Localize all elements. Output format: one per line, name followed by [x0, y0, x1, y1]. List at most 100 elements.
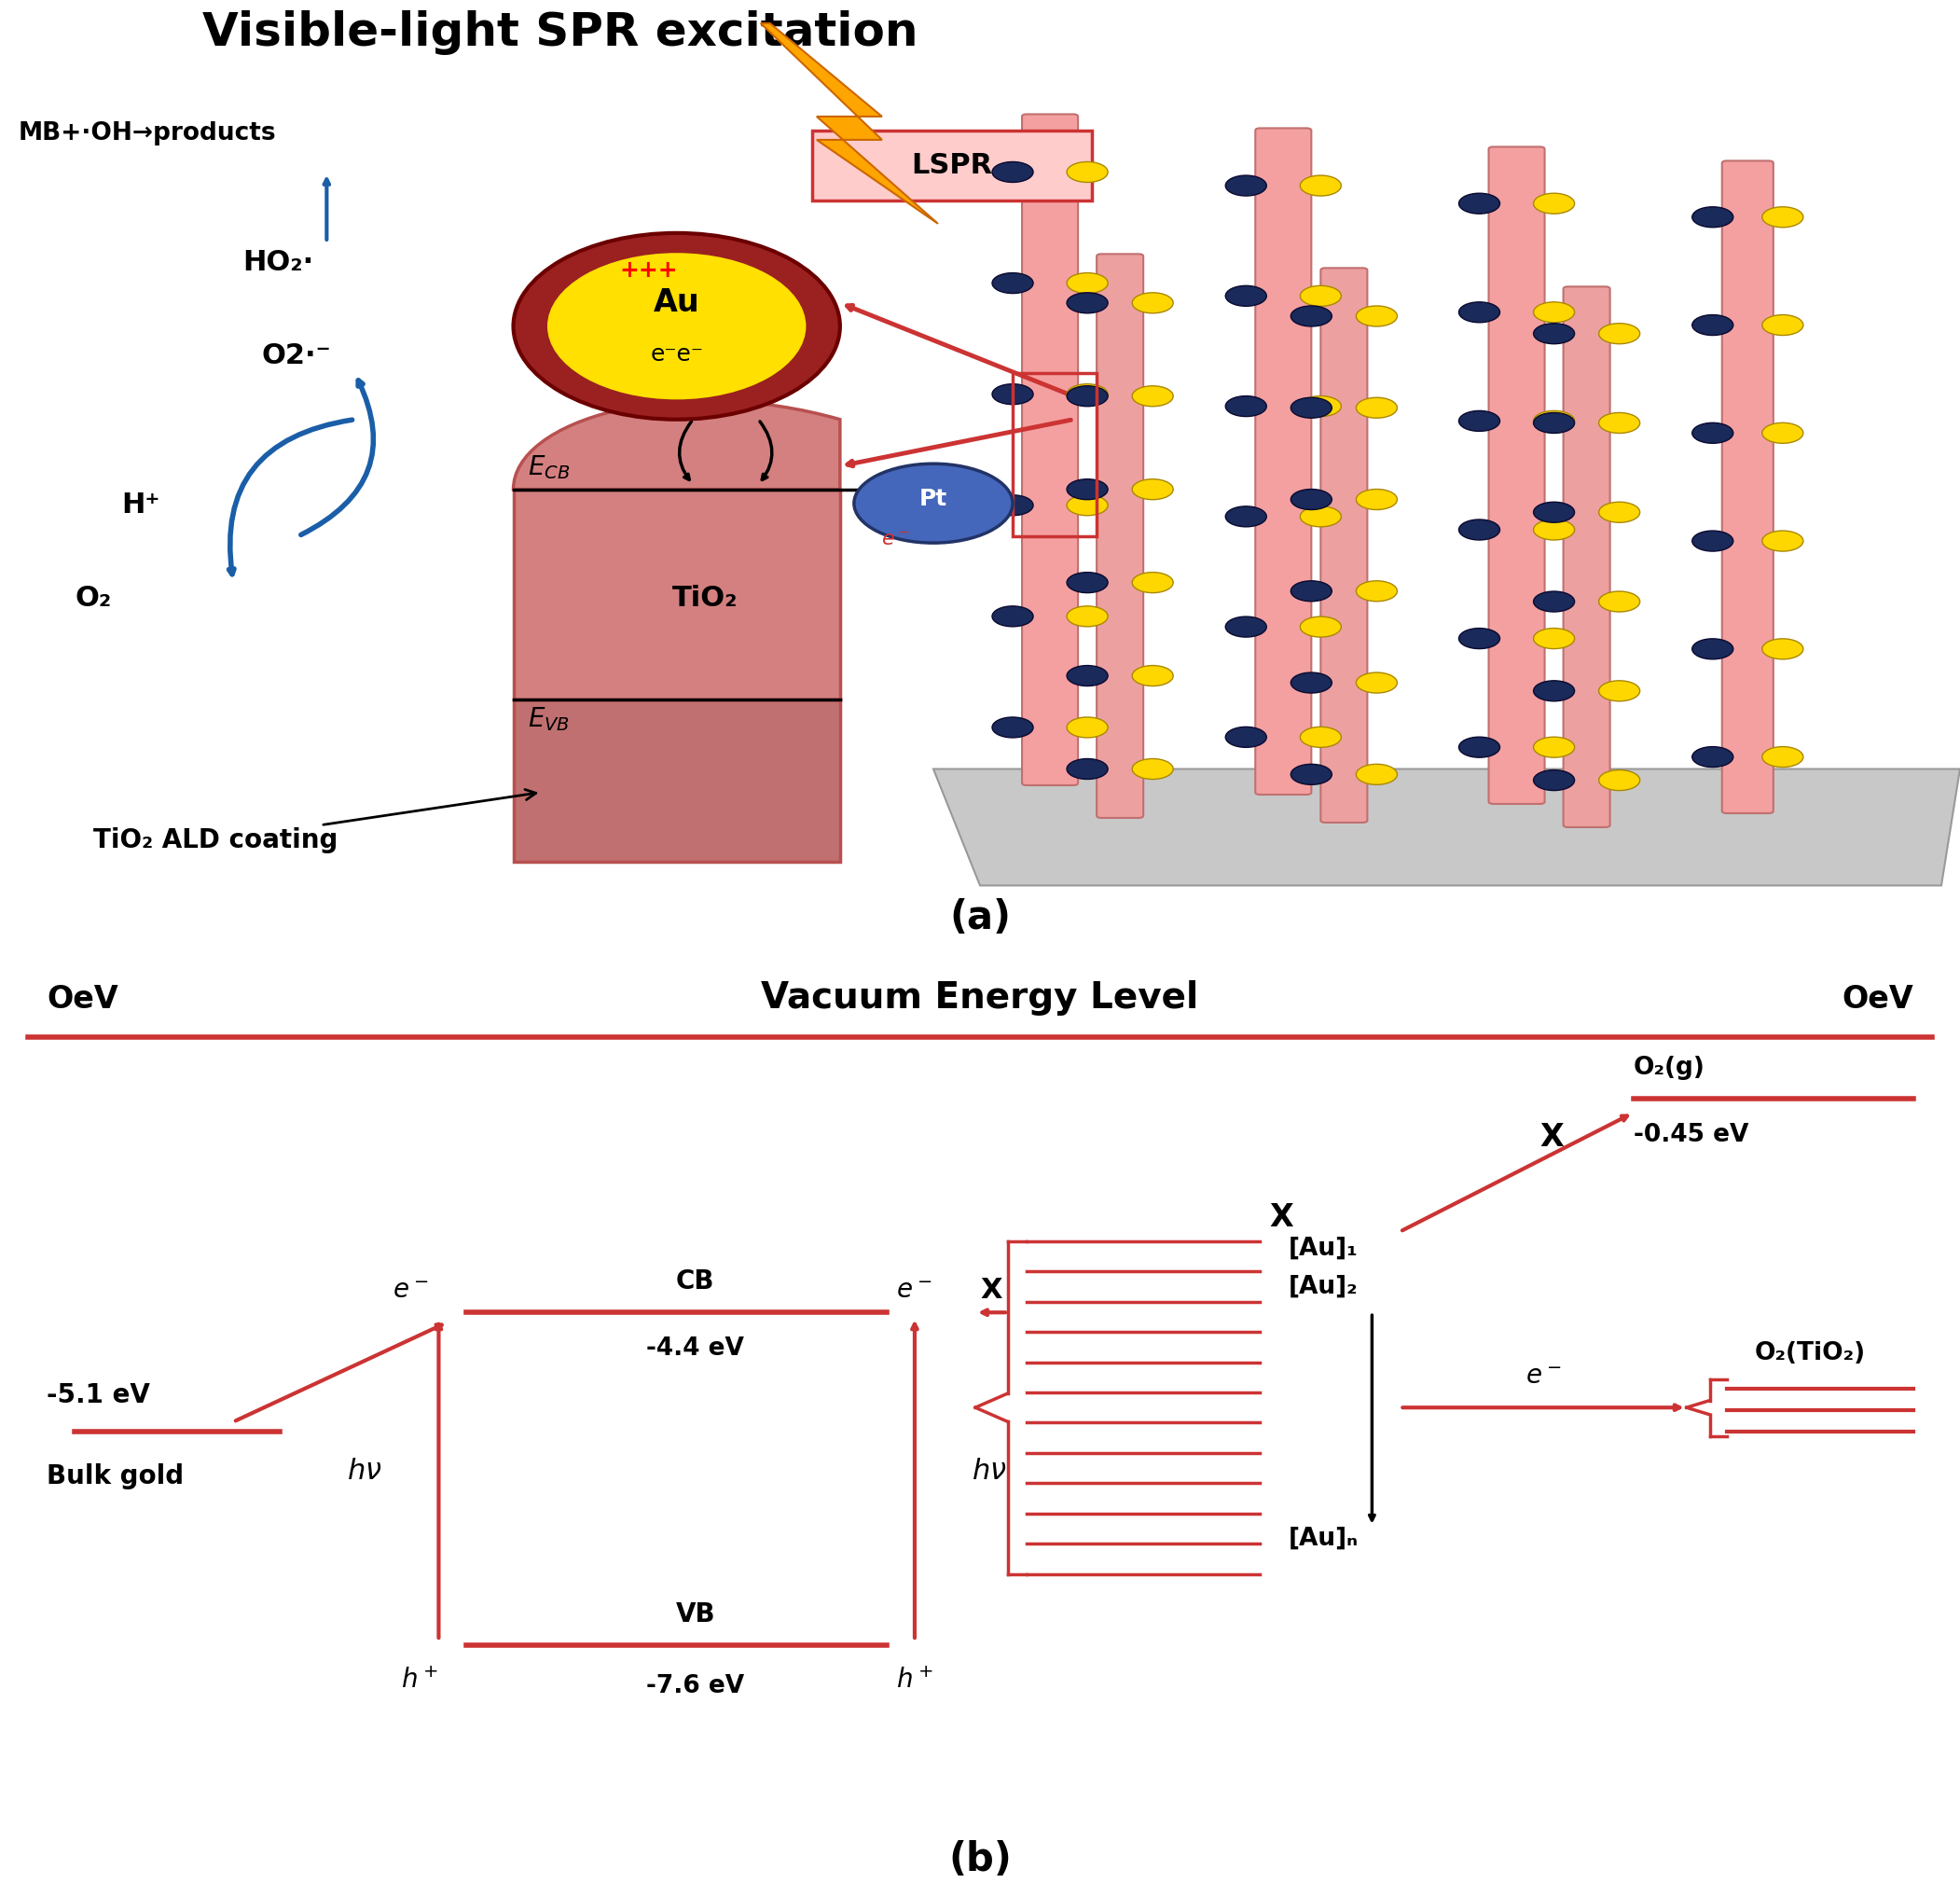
Circle shape — [1533, 503, 1574, 522]
Text: LSPR: LSPR — [911, 153, 992, 179]
Text: -7.6 eV: -7.6 eV — [647, 1674, 745, 1698]
Text: (a): (a) — [949, 898, 1011, 938]
Circle shape — [1299, 507, 1341, 527]
Circle shape — [1533, 629, 1574, 650]
Text: $h^+$: $h^+$ — [896, 1668, 933, 1693]
Circle shape — [1458, 301, 1499, 322]
FancyBboxPatch shape — [1321, 267, 1368, 823]
Circle shape — [1133, 386, 1174, 407]
Circle shape — [1133, 759, 1174, 780]
Circle shape — [1458, 736, 1499, 757]
Circle shape — [1225, 507, 1266, 527]
Circle shape — [1225, 175, 1266, 196]
Circle shape — [1133, 572, 1174, 593]
Text: $e^-$: $e^-$ — [1525, 1363, 1562, 1390]
Circle shape — [1691, 748, 1733, 766]
FancyBboxPatch shape — [1098, 254, 1143, 817]
Circle shape — [1292, 764, 1333, 785]
Circle shape — [1599, 680, 1641, 700]
FancyBboxPatch shape — [1021, 115, 1078, 785]
Text: O₂(TiO₂): O₂(TiO₂) — [1754, 1341, 1866, 1365]
Circle shape — [1762, 748, 1803, 766]
Circle shape — [1225, 616, 1266, 636]
Circle shape — [1691, 424, 1733, 443]
Circle shape — [1691, 531, 1733, 552]
Circle shape — [992, 717, 1033, 738]
Text: OeV: OeV — [1842, 985, 1913, 1015]
Circle shape — [1292, 305, 1333, 326]
Circle shape — [1356, 764, 1397, 785]
Text: H⁺: H⁺ — [122, 491, 161, 518]
Text: OeV: OeV — [47, 985, 118, 1015]
Circle shape — [1066, 572, 1107, 593]
Circle shape — [1533, 736, 1574, 757]
Circle shape — [992, 606, 1033, 627]
Ellipse shape — [514, 233, 841, 420]
FancyBboxPatch shape — [514, 490, 841, 699]
Text: MB+·OH→products: MB+·OH→products — [20, 121, 276, 145]
Circle shape — [1533, 194, 1574, 215]
Circle shape — [1533, 412, 1574, 433]
FancyBboxPatch shape — [811, 130, 1092, 200]
Text: -0.45 eV: -0.45 eV — [1633, 1122, 1748, 1147]
FancyBboxPatch shape — [514, 699, 841, 862]
Circle shape — [1292, 672, 1333, 693]
Circle shape — [1356, 672, 1397, 693]
Text: -4.4 eV: -4.4 eV — [647, 1337, 745, 1361]
Circle shape — [1066, 665, 1107, 685]
Circle shape — [1133, 478, 1174, 499]
Circle shape — [992, 384, 1033, 405]
Circle shape — [1066, 606, 1107, 627]
Text: e⁻e⁻: e⁻e⁻ — [651, 343, 704, 365]
FancyBboxPatch shape — [1723, 160, 1774, 813]
Circle shape — [1691, 207, 1733, 228]
Circle shape — [1356, 490, 1397, 510]
Text: CB: CB — [676, 1267, 715, 1294]
Circle shape — [1133, 292, 1174, 313]
Circle shape — [1356, 580, 1397, 601]
Circle shape — [992, 162, 1033, 183]
Circle shape — [1066, 717, 1107, 738]
Circle shape — [1458, 629, 1499, 650]
Text: TiO₂: TiO₂ — [672, 584, 737, 612]
Circle shape — [1599, 503, 1641, 522]
FancyBboxPatch shape — [1490, 147, 1544, 804]
Circle shape — [1599, 591, 1641, 612]
Text: Au: Au — [653, 288, 700, 318]
Circle shape — [1533, 324, 1574, 345]
Circle shape — [1299, 286, 1341, 307]
Circle shape — [1066, 478, 1107, 499]
Text: TiO₂ ALD coating: TiO₂ ALD coating — [94, 789, 535, 853]
Polygon shape — [933, 768, 1960, 885]
Text: Vacuum Energy Level: Vacuum Energy Level — [760, 981, 1200, 1015]
Circle shape — [1762, 638, 1803, 659]
Text: (b): (b) — [949, 1840, 1011, 1879]
FancyBboxPatch shape — [1254, 128, 1311, 795]
Circle shape — [1066, 495, 1107, 516]
FancyBboxPatch shape — [1564, 286, 1609, 827]
Text: X: X — [980, 1277, 1002, 1303]
Circle shape — [1292, 580, 1333, 601]
Text: O2·⁻: O2·⁻ — [261, 343, 331, 369]
Text: -5.1 eV: -5.1 eV — [47, 1382, 151, 1408]
Circle shape — [1066, 162, 1107, 183]
Circle shape — [1299, 395, 1341, 416]
Circle shape — [1762, 207, 1803, 228]
Text: X: X — [1270, 1203, 1294, 1233]
Text: Visible-light SPR excitation: Visible-light SPR excitation — [202, 9, 917, 55]
Circle shape — [1225, 727, 1266, 748]
Text: Pt: Pt — [919, 488, 947, 510]
Text: Bulk gold: Bulk gold — [47, 1463, 184, 1489]
Circle shape — [1458, 520, 1499, 540]
Circle shape — [1299, 727, 1341, 748]
Circle shape — [1299, 175, 1341, 196]
Circle shape — [1533, 301, 1574, 322]
Circle shape — [1691, 638, 1733, 659]
Text: $E_{CB}$: $E_{CB}$ — [527, 454, 570, 482]
Circle shape — [1762, 314, 1803, 335]
Circle shape — [1292, 490, 1333, 510]
Circle shape — [1458, 410, 1499, 431]
Circle shape — [1356, 305, 1397, 326]
Circle shape — [1299, 616, 1341, 636]
Text: [Au]ₙ: [Au]ₙ — [1288, 1527, 1358, 1552]
